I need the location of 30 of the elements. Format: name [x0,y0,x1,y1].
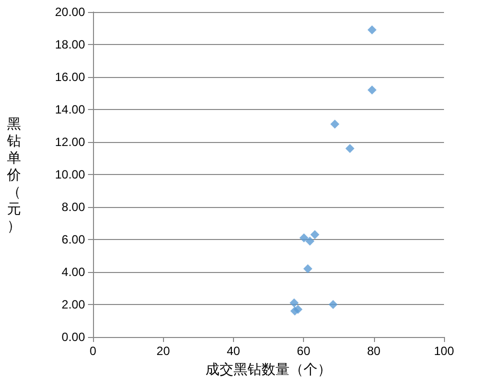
y-tick-label: 12.00 [54,135,86,149]
x-tick-label: 60 [296,344,311,358]
point [293,304,302,314]
point [328,300,338,309]
x-tick-label: 100 [434,344,454,358]
point [345,144,354,153]
x-tick-label: 20 [156,344,170,358]
x-tick-label: 40 [226,344,240,358]
y-tick-label: 0.00 [62,330,86,344]
y-tick-label: 10.00 [54,168,86,182]
x-tick-label: 80 [367,344,381,358]
point [368,86,377,94]
y-tick-label: 14.00 [54,102,86,116]
point [299,233,308,242]
y-tick-label: 8.00 [62,200,86,214]
x-tick-label: 0 [90,344,97,358]
point [330,120,340,129]
point [310,230,320,240]
y-tick-label: 18.00 [54,38,86,52]
y-axis-title: 黑钻单价（元） [6,116,21,234]
y-tick-label: 16.00 [54,70,86,84]
y-tick-label: 6.00 [62,232,86,246]
y-tick-label: 20.00 [54,5,86,19]
point [368,25,377,34]
x-axis-title: 成交黑钻数量（个） [206,361,332,377]
y-tick-label: 4.00 [62,265,86,279]
y-tick-label: 2.00 [62,298,86,312]
point [303,264,312,274]
point [305,236,314,246]
point [290,298,299,308]
